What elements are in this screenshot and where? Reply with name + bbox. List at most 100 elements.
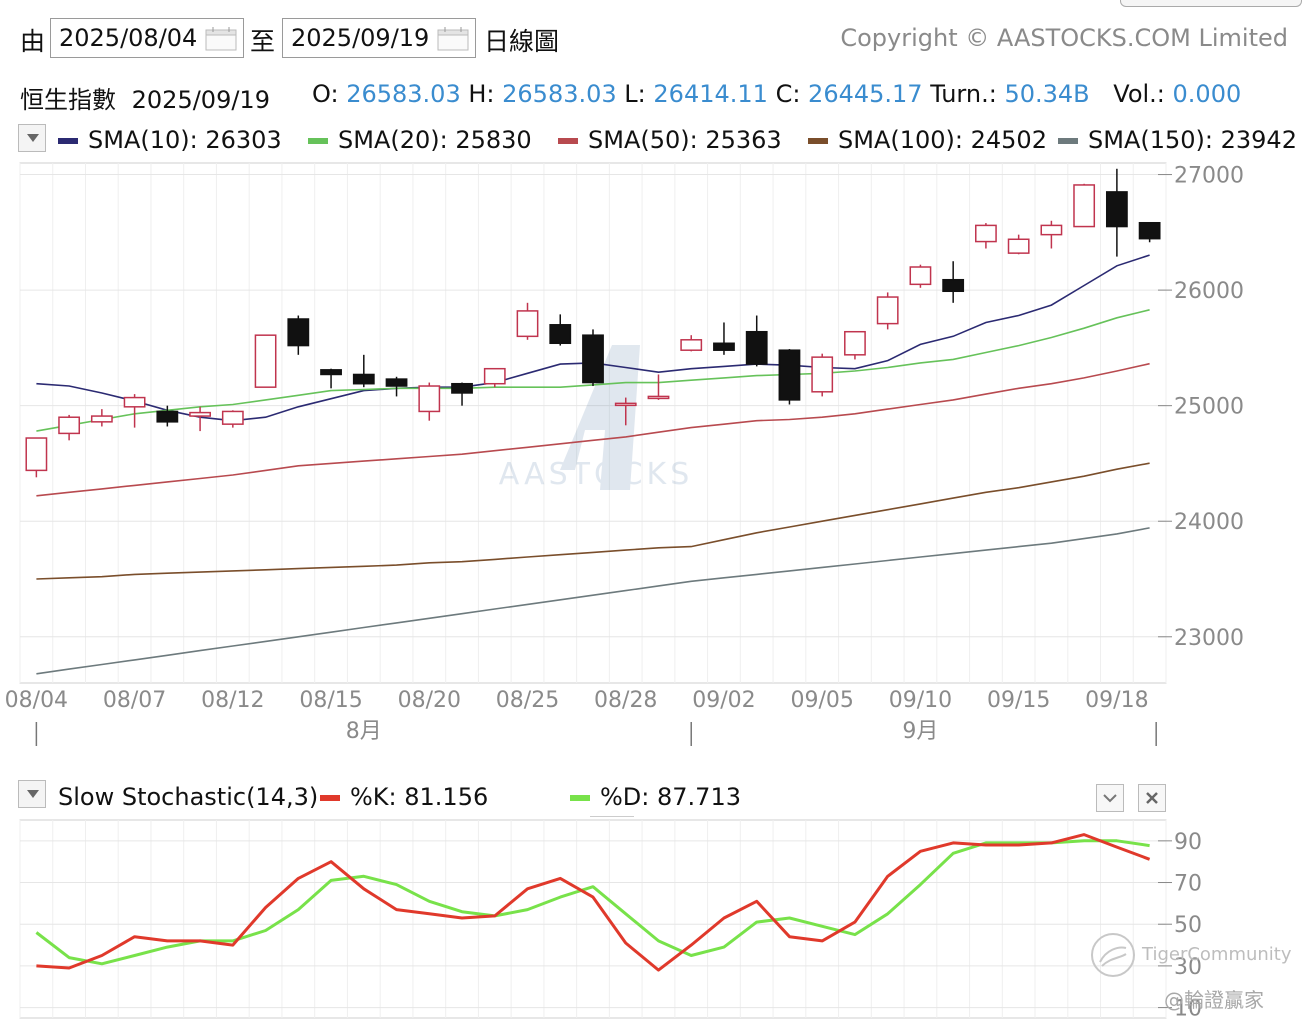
x-tick-label: 09/10 [889, 688, 952, 713]
collapse-panel-button[interactable] [1096, 784, 1124, 812]
close-icon [1146, 792, 1158, 804]
candle-body [876, 296, 899, 325]
candle [254, 334, 277, 388]
candle [385, 376, 408, 397]
candle [418, 382, 441, 421]
legend-swatch [570, 795, 590, 801]
k-label: %K: 81.156 [350, 783, 489, 811]
calendar-icon[interactable] [437, 27, 469, 51]
sma100-label: SMA(100): 24502 [838, 126, 1047, 154]
close-panel-button[interactable] [1138, 784, 1166, 812]
candle [778, 349, 801, 405]
close-label: C: [775, 80, 801, 108]
candle [320, 368, 342, 389]
d-line [35, 839, 1150, 966]
candle-body [614, 402, 637, 407]
candle [582, 329, 604, 387]
candle-body [287, 318, 310, 347]
month-label: 9月 [902, 719, 938, 744]
candle [811, 353, 834, 397]
candle [942, 261, 965, 303]
turnover-value: 50.34B [1004, 80, 1090, 108]
k-line [36, 833, 1151, 972]
candle-body [320, 369, 342, 376]
sma-line [36, 362, 1150, 497]
aastocks-watermark: AASTOCKS [499, 345, 689, 492]
quote-date: 2025/09/19 [131, 86, 270, 114]
legend-swatch [308, 138, 328, 144]
x-tick-label: 08/20 [398, 688, 461, 713]
community-text: TigerCommunity [1142, 944, 1292, 965]
candle [713, 322, 735, 355]
candle-body [385, 378, 408, 387]
candle-body [582, 334, 604, 384]
legend-swatch [1058, 138, 1078, 144]
chevron-down-icon [1103, 794, 1117, 803]
candle [549, 314, 572, 346]
low-value: 26414.11 [653, 80, 768, 108]
plot-area [19, 819, 1167, 1019]
sma-line [36, 462, 1150, 580]
quote-info-row: 恒生指數 2025/09/19 [20, 80, 270, 115]
high-label: H: [468, 80, 495, 108]
candle-body [418, 385, 441, 413]
index-name: 恒生指數 [20, 86, 116, 114]
candle [680, 335, 703, 352]
y-tick-label: 25000 [1174, 395, 1244, 420]
stochastic-chart[interactable]: 10 30 50 70 90 [0, 815, 1302, 1028]
candle-body [25, 437, 48, 472]
candle [90, 409, 113, 427]
candle [1007, 234, 1030, 255]
stochastic-dropdown-button[interactable] [18, 780, 46, 808]
handle-watermark: @輪證贏家 [1164, 988, 1264, 1012]
low-label: L: [624, 80, 646, 108]
open-label: O: [312, 80, 339, 108]
candle [451, 382, 473, 406]
candle [25, 437, 48, 478]
stochastic-title: Slow Stochastic(14,3) [58, 783, 319, 811]
ohlc-row: O: 26583.03 H: 26583.03 L: 26414.11 C: 2… [312, 80, 1241, 108]
candle [1105, 168, 1128, 257]
candle-body [549, 324, 572, 345]
y-tick-label: 70 [1174, 872, 1202, 897]
from-date-input[interactable]: 2025/08/04 [50, 18, 244, 58]
y-tick-label: 90 [1174, 830, 1202, 855]
candle [1073, 183, 1096, 228]
x-tick-label: 08/15 [299, 688, 362, 713]
month-label: 8月 [346, 719, 382, 744]
y-tick-label: 24000 [1174, 510, 1244, 535]
candle [1138, 221, 1161, 243]
candle [516, 302, 539, 340]
aastocks-logo-icon [560, 345, 640, 490]
sma-legend-item: SMA(20): 25830 [308, 126, 532, 154]
to-date-input[interactable]: 2025/09/19 [282, 18, 476, 58]
sma-legend-item: SMA(10): 26303 [58, 126, 282, 154]
candle-body [1007, 238, 1030, 254]
main-chart-dropdown-button[interactable] [18, 124, 46, 152]
candle [156, 405, 179, 427]
from-label: 由 [20, 27, 46, 56]
candle-body [811, 356, 834, 393]
candle-body [713, 342, 735, 351]
x-tick-label: 08/07 [103, 688, 166, 713]
candle [975, 223, 997, 249]
chevron-down-icon [27, 134, 39, 142]
x-tick-label: 09/18 [1085, 688, 1148, 713]
high-value: 26583.03 [502, 80, 617, 108]
top-tab-buttons[interactable] [1120, 0, 1302, 7]
sma10-label: SMA(10): 26303 [88, 126, 282, 154]
tiger-logo-icon [1091, 933, 1135, 977]
sma-legend: SMA(10): 26303 SMA(20): 25830 SMA(50): 2… [0, 126, 1302, 158]
chevron-down-icon [27, 790, 39, 798]
candle-body [942, 278, 965, 293]
turnover-label: Turn.: [930, 80, 997, 108]
candle [876, 292, 899, 330]
open-value: 26583.03 [346, 80, 461, 108]
price-chart[interactable]: 23000 24000 25000 26000 27000 AASTOCKS 08/04 08… [0, 150, 1302, 760]
candle [1040, 220, 1063, 249]
x-tick-label: 09/02 [692, 688, 755, 713]
calendar-icon[interactable] [205, 27, 237, 51]
candle-body [156, 410, 179, 423]
legend-swatch [558, 138, 578, 144]
volume-label: Vol.: [1113, 80, 1165, 108]
